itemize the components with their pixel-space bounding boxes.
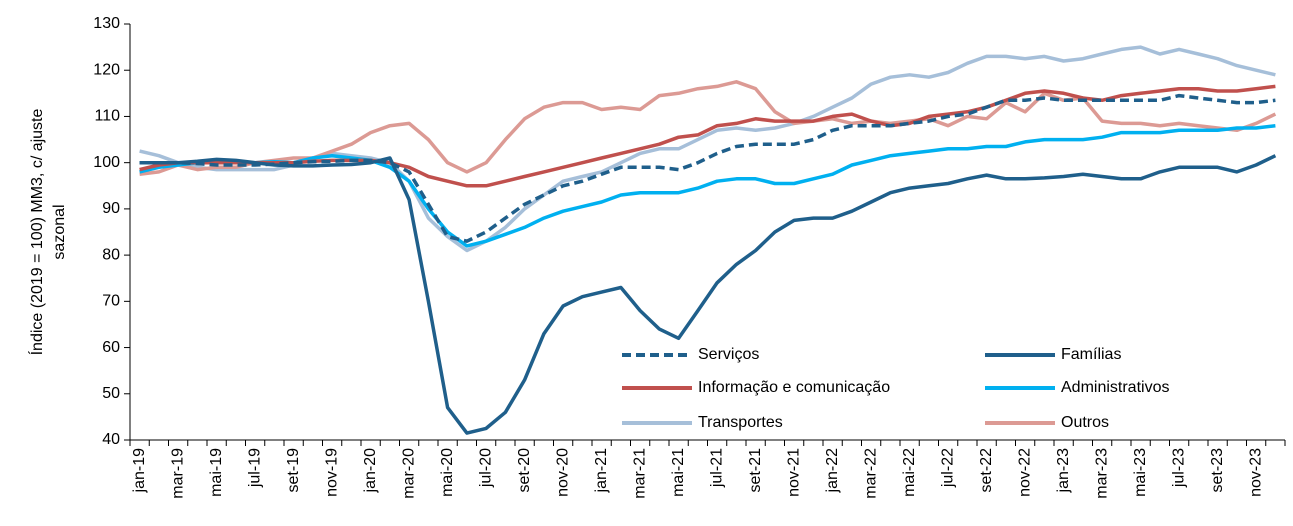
legend-label: Administrativos	[1061, 379, 1169, 396]
x-tick-label: jul-21	[708, 448, 725, 488]
x-tick-label: mar-19	[169, 448, 186, 499]
x-tick-label: jul-22	[939, 448, 956, 488]
y-tick-label: 90	[102, 200, 120, 217]
y-tick-label: 80	[102, 246, 120, 263]
x-tick-label: nov-22	[1016, 448, 1033, 497]
legend-label: Outros	[1061, 414, 1109, 431]
y-tick-label: 50	[102, 385, 120, 402]
x-tick-label: mai-22	[901, 448, 918, 497]
series-line	[139, 45, 1276, 253]
series-line	[139, 93, 1276, 243]
x-tick-label: jul-19	[246, 448, 263, 488]
x-tick-label: nov-23	[1247, 448, 1264, 497]
x-tick-label: mai-21	[670, 448, 687, 497]
x-tick-label: mar-20	[400, 448, 417, 499]
x-tick-label: mai-20	[439, 448, 456, 497]
x-tick-label: jan-21	[593, 448, 610, 494]
x-tick-label: jan-19	[131, 448, 148, 494]
x-tick-label: mar-22	[862, 448, 879, 499]
legend-label: Informação e comunicação	[698, 379, 890, 396]
series-line	[139, 123, 1276, 248]
x-tick-label: mai-23	[1132, 448, 1149, 497]
y-axis-label: sazonal	[51, 204, 68, 259]
x-tick-label: set-23	[1209, 448, 1226, 493]
x-tick-label: nov-19	[323, 448, 340, 497]
legend-label: Transportes	[698, 414, 783, 431]
x-tick-label: mai-19	[208, 448, 225, 497]
y-tick-label: 100	[93, 154, 120, 171]
legend-label: Famílias	[1061, 346, 1121, 363]
x-tick-label: jan-20	[362, 448, 379, 494]
x-tick-label: mar-23	[1093, 448, 1110, 499]
y-tick-label: 40	[102, 431, 120, 448]
x-tick-label: jul-23	[1170, 448, 1187, 488]
x-tick-label: nov-20	[554, 448, 571, 497]
x-tick-label: jul-20	[477, 448, 494, 488]
series-line	[139, 154, 1277, 435]
y-tick-label: 120	[93, 61, 120, 78]
x-tick-label: set-20	[516, 448, 533, 493]
x-tick-label: set-22	[978, 448, 995, 493]
y-tick-label: 60	[102, 339, 120, 356]
y-axis-label: Índice (2019 = 100) MM3, c/ ajuste	[27, 109, 46, 356]
x-tick-label: set-19	[285, 448, 302, 493]
y-tick-label: 130	[93, 15, 120, 32]
x-tick-label: nov-21	[785, 448, 802, 497]
y-tick-label: 110	[94, 108, 120, 125]
x-tick-label: set-21	[747, 448, 764, 493]
legend-label: Serviços	[698, 346, 759, 363]
x-tick-label: mar-21	[631, 448, 648, 499]
y-tick-label: 70	[102, 293, 120, 310]
x-tick-label: jan-22	[824, 448, 841, 494]
x-tick-label: jan-23	[1055, 448, 1072, 494]
